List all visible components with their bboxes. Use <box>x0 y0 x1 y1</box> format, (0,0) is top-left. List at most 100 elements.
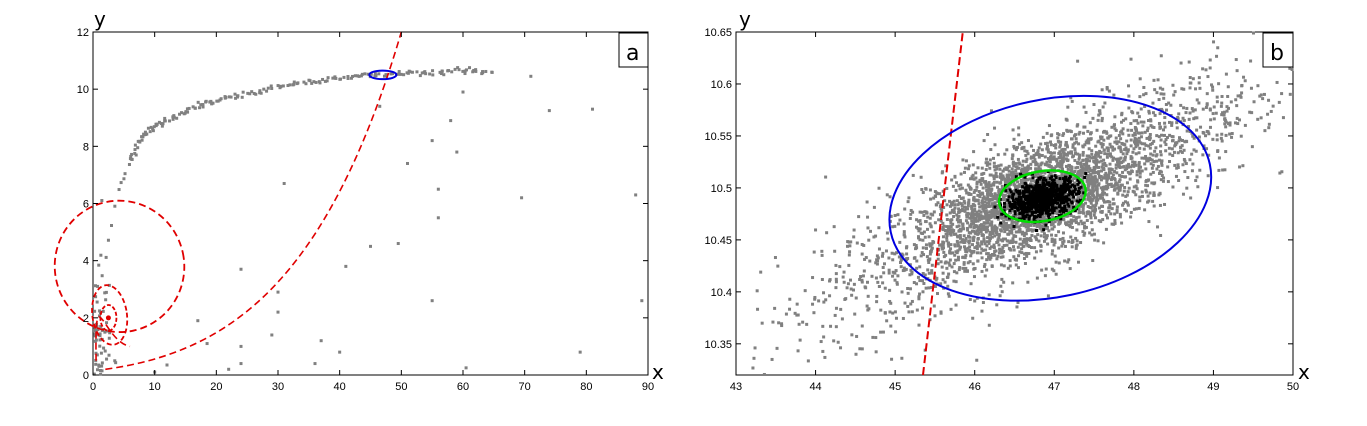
scatter-point <box>963 245 967 249</box>
scatter-point <box>1046 294 1050 298</box>
scatter-point <box>94 328 98 332</box>
scatter-point <box>1053 203 1057 207</box>
scatter-point <box>1175 141 1179 145</box>
scatter-point <box>977 190 981 194</box>
scatter-point <box>1070 221 1074 225</box>
scatter-point <box>1099 174 1103 178</box>
scatter-point <box>1014 240 1018 244</box>
scatter-point <box>313 362 317 366</box>
scatter-point <box>1126 149 1130 153</box>
scatter-point <box>959 197 963 201</box>
scatter-point <box>881 265 885 269</box>
scatter-point <box>998 294 1002 298</box>
scatter-point <box>891 274 895 278</box>
core-point <box>1065 183 1069 187</box>
scatter-point <box>1107 170 1111 174</box>
scatter-point <box>1147 109 1151 113</box>
scatter-point <box>995 257 999 261</box>
scatter-point <box>980 216 984 220</box>
scatter-point <box>1025 242 1029 246</box>
scatter-point <box>948 249 952 253</box>
panel-a-label: a <box>626 41 639 66</box>
scatter-point <box>1085 139 1089 143</box>
scatter-point <box>431 69 435 73</box>
scatter-point <box>1071 154 1075 158</box>
scatter-point <box>821 349 825 353</box>
core-point <box>1073 209 1077 213</box>
scatter-point <box>1173 90 1177 94</box>
scatter-point <box>949 221 953 225</box>
scatter-point <box>1026 152 1030 156</box>
scatter-point <box>165 363 169 367</box>
scatter-point <box>1204 68 1208 72</box>
core-point <box>1023 195 1027 199</box>
scatter-point <box>1278 171 1282 175</box>
scatter-point <box>1224 150 1228 154</box>
scatter-point <box>1096 183 1100 187</box>
scatter-point <box>373 72 377 76</box>
scatter-point <box>1175 166 1179 170</box>
x-tick-label: 43 <box>730 381 742 393</box>
scatter-point <box>1089 206 1093 210</box>
scatter-point <box>955 181 959 185</box>
scatter-point <box>1084 110 1088 114</box>
scatter-point <box>1195 98 1199 102</box>
scatter-point <box>1224 120 1228 124</box>
scatter-point <box>96 284 100 288</box>
scatter-point <box>1083 143 1087 147</box>
scatter-point <box>985 188 989 192</box>
scatter-point <box>229 95 233 99</box>
scatter-point <box>968 185 972 189</box>
scatter-point <box>877 247 881 251</box>
scatter-point <box>1183 170 1187 174</box>
scatter-point <box>1151 163 1155 167</box>
scatter-point <box>989 191 993 195</box>
scatter-point <box>1044 237 1048 241</box>
scatter-point <box>879 275 883 279</box>
scatter-point <box>918 265 922 269</box>
scatter-point <box>1090 181 1094 185</box>
scatter-point <box>1143 162 1147 166</box>
scatter-point <box>1003 193 1007 197</box>
scatter-point <box>957 214 961 218</box>
scatter-point <box>1023 261 1027 265</box>
scatter-point <box>1070 179 1074 183</box>
scatter-point <box>1152 78 1156 82</box>
scatter-point <box>339 77 343 81</box>
scatter-point <box>349 76 353 80</box>
scatter-point <box>951 222 955 226</box>
core-point <box>1016 208 1020 212</box>
scatter-point <box>987 256 991 260</box>
scatter-point <box>950 208 954 212</box>
scatter-point <box>1098 155 1102 159</box>
scatter-point <box>947 244 951 248</box>
scatter-point <box>949 307 953 311</box>
scatter-point <box>113 204 117 208</box>
scatter-point <box>1152 139 1156 143</box>
scatter-point <box>981 300 985 304</box>
core-point <box>1054 193 1058 197</box>
scatter-point <box>1129 165 1133 169</box>
scatter-point <box>983 200 987 204</box>
scatter-point <box>888 299 892 303</box>
scatter-point <box>922 281 926 285</box>
scatter-point <box>862 269 866 273</box>
scatter-point <box>1034 163 1038 167</box>
scatter-point <box>201 105 205 109</box>
scatter-point <box>1118 212 1122 216</box>
scatter-point <box>378 104 382 108</box>
scatter-point <box>975 247 979 251</box>
scatter-point <box>798 338 802 342</box>
scatter-point <box>1112 177 1116 181</box>
scatter-point <box>1084 201 1088 205</box>
scatter-point <box>995 167 999 171</box>
scatter-point <box>882 271 886 275</box>
scatter-point <box>969 222 973 226</box>
scatter-point <box>1000 184 1004 188</box>
scatter-point <box>1026 139 1030 143</box>
scatter-point <box>950 228 954 232</box>
scatter-point <box>958 210 962 214</box>
scatter-point <box>1151 199 1155 203</box>
scatter-point <box>1091 191 1095 195</box>
